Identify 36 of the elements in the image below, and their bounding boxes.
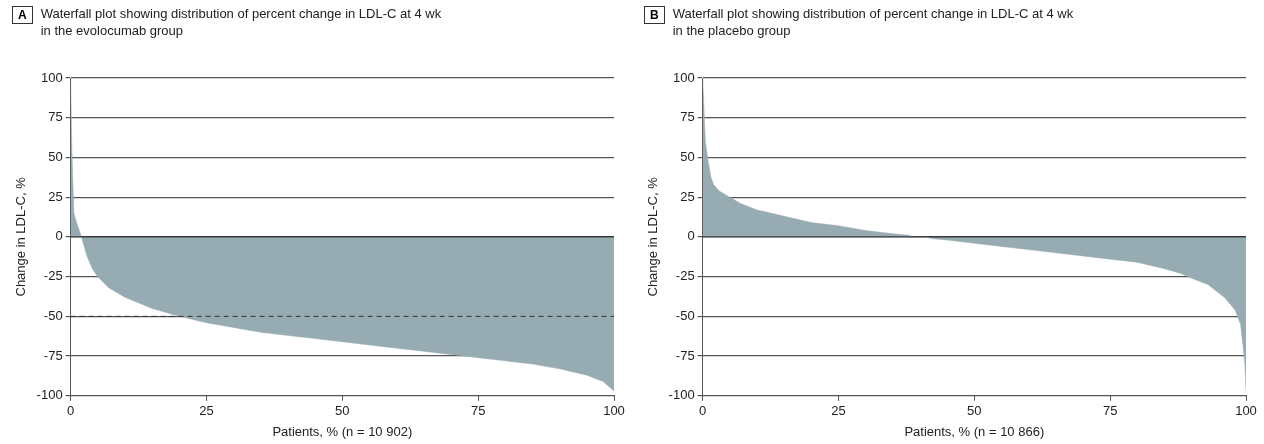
- chart-title: Waterfall plot showing distribution of percent change in LDL-C at 4 wk in the evolocumab group: [40, 5, 442, 39]
- x-tick-label: 25: [199, 403, 214, 419]
- x-axis-title: Patients, % (n = 10 902): [272, 423, 413, 439]
- y-tick-label: 0: [687, 228, 695, 244]
- y-tick-label: 25: [680, 188, 695, 204]
- y-tick-label: 0: [55, 228, 63, 244]
- y-tick-label: 50: [680, 149, 695, 165]
- y-tick-label: 100: [40, 69, 63, 85]
- x-tick-label: 0: [699, 403, 707, 419]
- x-tick-label: 50: [335, 403, 350, 419]
- x-tick-label: 75: [1102, 403, 1118, 419]
- y-axis-title: Change in LDL-C, %: [645, 176, 661, 297]
- x-tick-label: 75: [470, 403, 486, 419]
- y-tick-label: 25: [48, 188, 63, 204]
- x-axis-title: Patients, % (n = 10 866): [904, 423, 1045, 439]
- y-tick-label: 100: [672, 69, 695, 85]
- x-tick-label: 50: [967, 403, 982, 419]
- y-tick-label: -50: [675, 307, 695, 323]
- y-tick-label: -100: [668, 387, 695, 403]
- y-tick-label: 75: [48, 109, 63, 125]
- y-tick-label: 50: [48, 149, 63, 165]
- y-axis-title: Change in LDL-C, %: [13, 176, 29, 297]
- text: B: [644, 6, 665, 24]
- y-tick-label: 75: [680, 109, 695, 125]
- chart-title: Waterfall plot showing distribution of percent change in LDL-C at 4 wk in the placebo group: [672, 5, 1074, 39]
- y-tick-label: -75: [675, 347, 695, 363]
- y-tick-label: -25: [675, 268, 695, 284]
- x-tick-label: 0: [67, 403, 75, 419]
- y-tick-label: -50: [43, 307, 63, 323]
- y-tick-label: -100: [36, 387, 63, 403]
- x-tick-label: 25: [831, 403, 846, 419]
- text: A: [12, 6, 33, 24]
- x-tick-label: 100: [603, 403, 625, 419]
- y-tick-label: -25: [43, 268, 63, 284]
- x-tick-label: 100: [1235, 403, 1257, 419]
- y-tick-label: -75: [43, 347, 63, 363]
